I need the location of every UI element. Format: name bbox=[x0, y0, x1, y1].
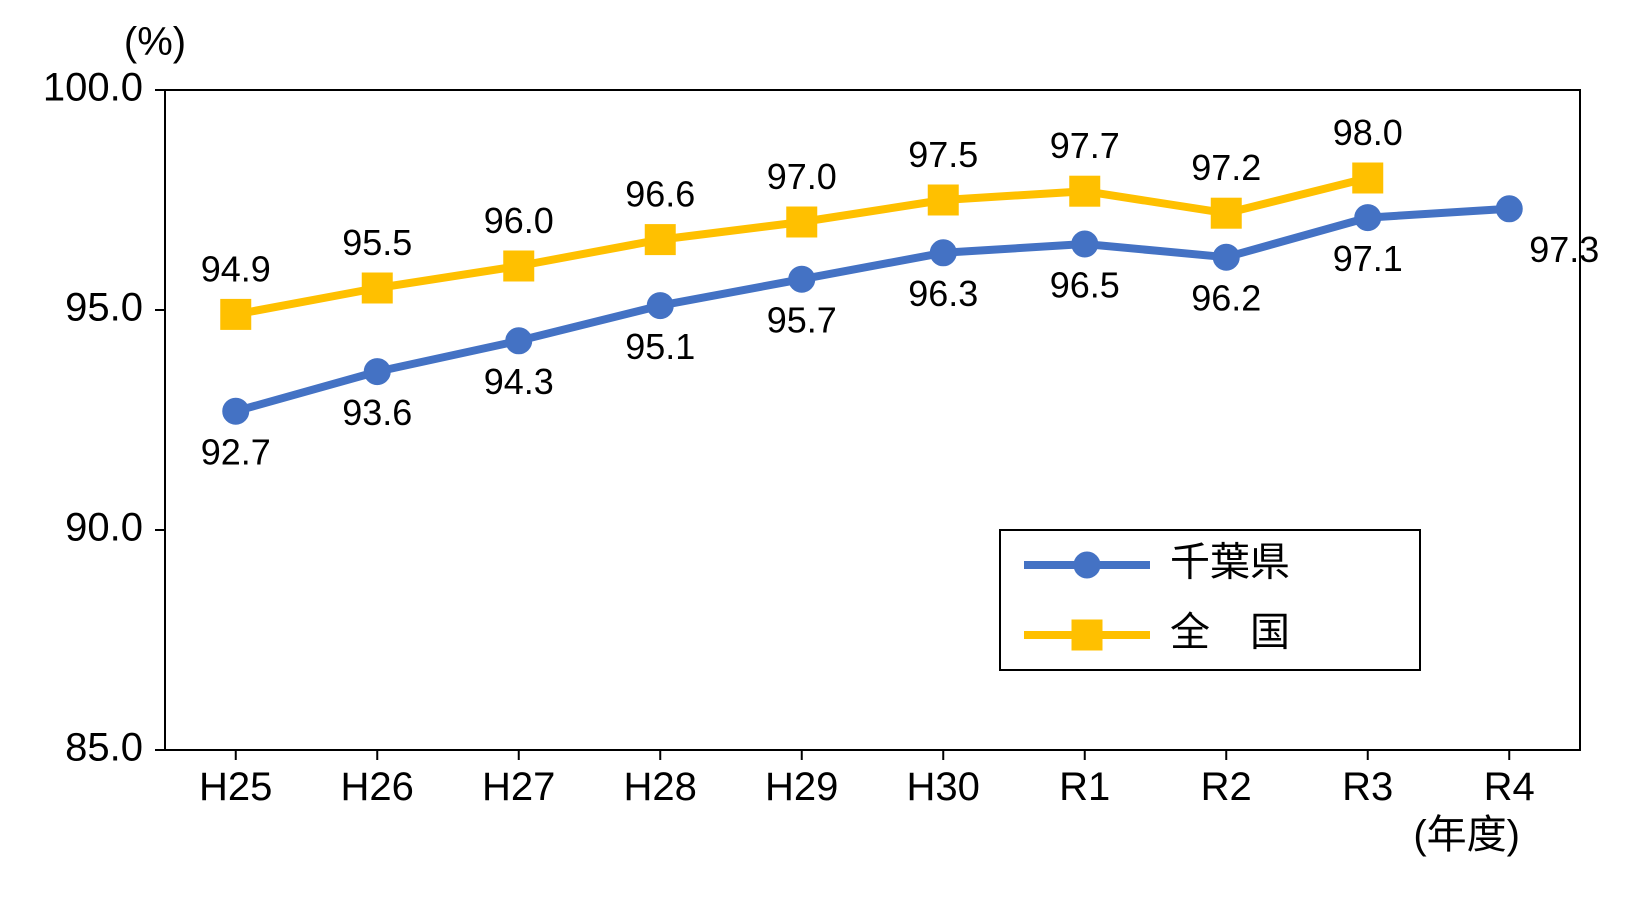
series-marker bbox=[930, 240, 956, 266]
x-tick-label: H28 bbox=[624, 765, 697, 809]
data-label: 94.9 bbox=[201, 248, 271, 289]
data-label: 95.1 bbox=[625, 326, 695, 367]
data-label: 97.1 bbox=[1333, 238, 1403, 279]
data-label: 97.7 bbox=[1050, 125, 1120, 166]
series-marker bbox=[221, 299, 251, 329]
series-marker bbox=[506, 328, 532, 354]
data-label: 97.2 bbox=[1191, 147, 1261, 188]
series-marker bbox=[928, 185, 958, 215]
series-marker bbox=[789, 266, 815, 292]
legend-sample-marker bbox=[1072, 620, 1102, 650]
series-marker bbox=[1070, 176, 1100, 206]
x-tick-label: H30 bbox=[907, 765, 980, 809]
line-chart: 85.0 90.0 95.0 100.0(%) H25 H26 H27 H28 H29 H30 R1… bbox=[0, 0, 1644, 900]
data-label: 98.0 bbox=[1333, 112, 1403, 153]
series-marker bbox=[647, 293, 673, 319]
series-marker bbox=[1211, 198, 1241, 228]
y-tick-label: 95.0 bbox=[65, 286, 143, 330]
data-label: 97.0 bbox=[767, 156, 837, 197]
legend-label: 全 国 bbox=[1170, 611, 1290, 655]
series-marker bbox=[787, 207, 817, 237]
x-tick-label: H27 bbox=[482, 765, 555, 809]
x-tick-label: R1 bbox=[1059, 765, 1110, 809]
series-marker bbox=[645, 225, 675, 255]
x-tick-label: H25 bbox=[199, 765, 272, 809]
x-tick-label: R2 bbox=[1201, 765, 1252, 809]
data-label: 96.3 bbox=[908, 273, 978, 314]
x-tick-label: H26 bbox=[341, 765, 414, 809]
x-tick-label: H29 bbox=[765, 765, 838, 809]
series-marker bbox=[1213, 244, 1239, 270]
series-marker bbox=[504, 251, 534, 281]
data-label: 96.2 bbox=[1191, 278, 1261, 319]
series-marker bbox=[1072, 231, 1098, 257]
y-axis-unit-label: (%) bbox=[124, 20, 186, 64]
data-label: 96.6 bbox=[625, 174, 695, 215]
x-axis-label: (年度) bbox=[1413, 813, 1520, 857]
legend-sample-marker bbox=[1074, 552, 1100, 578]
y-tick-label: 100.0 bbox=[43, 66, 143, 110]
data-label: 94.3 bbox=[484, 361, 554, 402]
y-tick-label: 90.0 bbox=[65, 506, 143, 550]
x-tick-label: R3 bbox=[1342, 765, 1393, 809]
series-marker bbox=[1496, 196, 1522, 222]
series-marker bbox=[362, 273, 392, 303]
series-marker bbox=[1355, 205, 1381, 231]
data-label: 95.7 bbox=[767, 300, 837, 341]
data-label: 97.5 bbox=[908, 134, 978, 175]
y-tick-label: 85.0 bbox=[65, 726, 143, 770]
data-label: 96.0 bbox=[484, 200, 554, 241]
legend: 千葉県全 国 bbox=[1000, 530, 1420, 670]
chart-container: 85.0 90.0 95.0 100.0(%) H25 H26 H27 H28 H29 H30 R1… bbox=[0, 0, 1644, 900]
data-label: 96.5 bbox=[1050, 264, 1120, 305]
series-marker bbox=[1353, 163, 1383, 193]
data-label: 97.3 bbox=[1529, 229, 1599, 270]
data-label: 93.6 bbox=[342, 392, 412, 433]
legend-label: 千葉県 bbox=[1170, 541, 1290, 585]
data-label: 95.5 bbox=[342, 222, 412, 263]
series-marker bbox=[223, 398, 249, 424]
series-marker bbox=[364, 359, 390, 385]
data-label: 92.7 bbox=[201, 432, 271, 473]
x-tick-label: R4 bbox=[1484, 765, 1535, 809]
